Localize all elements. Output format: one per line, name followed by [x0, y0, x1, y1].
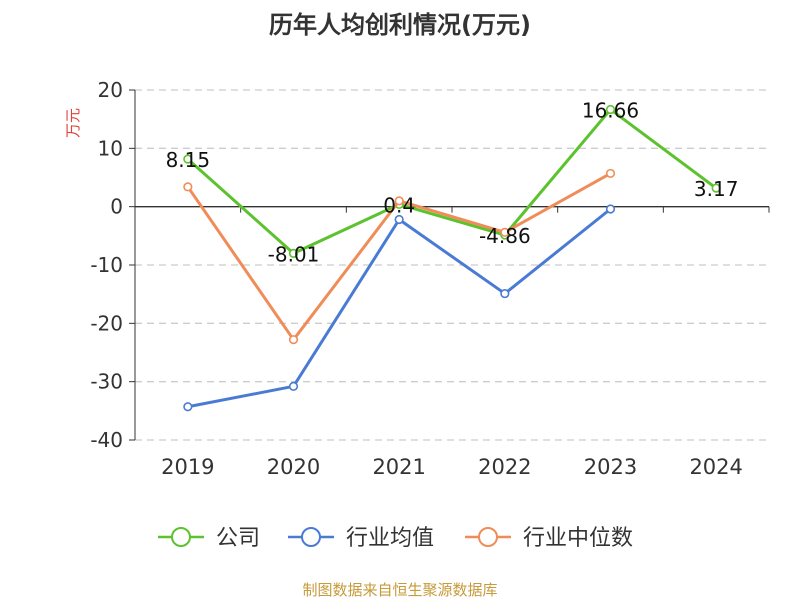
data-point: [288, 335, 299, 345]
legend-label: 公司: [216, 526, 260, 551]
data-labels: 8.15 -8.01 0.4 -4.86 16.66 3.17: [166, 98, 739, 266]
y-tick-labels: 20 10 0 -10 -20 -30 -40: [90, 78, 123, 452]
y-tick-label: -30: [90, 370, 123, 394]
x-tick-label: 2024: [689, 455, 742, 479]
x-tick-labels: 2019 2020 2021 2022 2023 2024: [161, 455, 743, 479]
y-tick-label: -20: [90, 311, 123, 335]
data-point: [500, 227, 510, 237]
x-tick-label: 2020: [267, 455, 320, 479]
data-point: [500, 288, 510, 299]
data-label: 0.4: [383, 193, 415, 217]
y-tick-label: -10: [90, 253, 123, 277]
data-point: [183, 182, 193, 192]
legend-item[interactable]: 公司: [158, 526, 260, 551]
y-tick-label: -40: [90, 428, 123, 452]
data-label: 16.66: [582, 98, 639, 122]
legend-label: 行业均值: [346, 526, 434, 551]
series-line: [187, 207, 612, 409]
chart-title: 历年人均创利情况(万元): [269, 11, 531, 39]
x-tick-label: 2023: [584, 455, 637, 479]
y-tick-label: 0: [110, 195, 123, 219]
legend-marker: [171, 527, 191, 547]
y-tick-label: 20: [98, 78, 123, 102]
x-tick-label: 2021: [372, 455, 425, 479]
data-point: [711, 183, 721, 193]
legend-marker: [478, 527, 498, 547]
legend-label: 行业中位数: [523, 526, 633, 551]
grid-lines: [135, 89, 769, 441]
data-label: 8.15: [166, 148, 211, 172]
data-point: [605, 204, 616, 214]
data-point: [183, 154, 193, 164]
data-point: [288, 381, 299, 391]
data-point: [605, 104, 616, 115]
source-note: 制图数据来自恒生聚源数据库: [302, 581, 497, 599]
series-line: [186, 107, 718, 255]
legend-item[interactable]: 行业中位数: [465, 526, 633, 551]
y-tick-label: 10: [98, 136, 123, 160]
legend-item[interactable]: 行业均值: [288, 526, 434, 551]
data-point: [183, 402, 193, 412]
series-lines: [183, 104, 721, 412]
data-label: -4.86: [479, 224, 531, 248]
data-point: [394, 214, 404, 225]
data-point: [288, 248, 299, 258]
x-tick-label: 2019: [161, 455, 214, 479]
data-label: -8.01: [268, 242, 320, 266]
data-point: [605, 168, 616, 179]
y-axis-label: 万元: [64, 108, 82, 138]
legend-marker: [301, 527, 321, 547]
data-label: 3.17: [694, 177, 739, 201]
x-tick-label: 2022: [478, 455, 531, 479]
legend[interactable]: 公司 行业均值 行业中位数: [158, 526, 633, 551]
data-point: [394, 196, 404, 206]
